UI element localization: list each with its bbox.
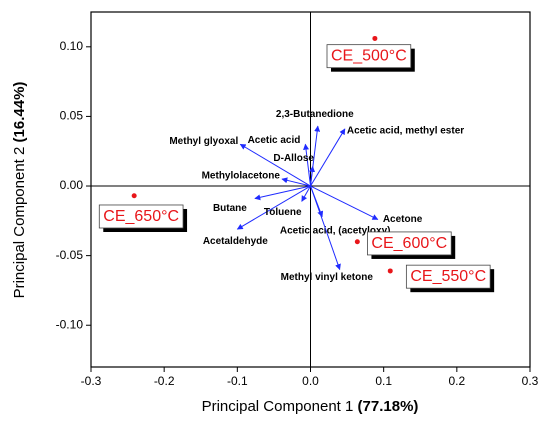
loading-label: Methyl glyoxal <box>169 136 238 147</box>
loading-label: 2,3-Butanedione <box>276 109 354 120</box>
label-box <box>326 44 412 69</box>
y-tick-label: -0.10 <box>56 317 84 331</box>
score-label: CE_600°C <box>371 235 447 252</box>
x-tick-label: 0.1 <box>375 374 392 388</box>
score-point <box>131 193 137 199</box>
x-tick-label: 0.2 <box>448 374 465 388</box>
score-label: CE_650°C <box>103 208 179 225</box>
loading-arrow <box>310 185 341 271</box>
loading-arrow <box>310 128 346 187</box>
loading-label: Butane <box>213 203 247 214</box>
loading-label: Acetone <box>383 214 423 225</box>
loading-label: Acetic acid, (acetyloxy) <box>280 225 391 236</box>
x-tick-label: 0.0 <box>302 374 319 388</box>
loading-label: Toluene <box>264 207 302 218</box>
score-point <box>354 239 360 245</box>
score-label: CE_550°C <box>410 268 486 285</box>
x-tick-label: -0.3 <box>81 374 102 388</box>
loading-label: D-Allose <box>273 153 314 164</box>
y-tick-label: 0.10 <box>60 39 84 53</box>
loading-label: Methyl vinyl ketone <box>281 272 374 283</box>
label-box <box>367 231 452 256</box>
loading-arrow <box>301 185 311 202</box>
loading-arrow <box>309 165 316 187</box>
score-label: CE_500°C <box>331 48 407 65</box>
y-tick-label: 0.00 <box>60 178 84 192</box>
score-point <box>372 35 378 41</box>
y-tick-label: 0.05 <box>60 109 84 123</box>
loading-arrow <box>236 185 311 230</box>
loading-arrow <box>310 185 379 220</box>
loading-arrow <box>303 143 311 187</box>
y-tick-label: -0.05 <box>56 248 84 262</box>
x-tick-label: 0.3 <box>522 374 539 388</box>
x-axis-title: Principal Component 1 (77.18%) <box>202 398 419 415</box>
score-point <box>387 268 393 274</box>
x-tick-label: -0.1 <box>227 374 248 388</box>
loading-arrow <box>281 177 311 187</box>
label-box <box>405 264 491 289</box>
loading-label: Acetaldehyde <box>203 236 268 247</box>
loading-arrow <box>254 185 311 201</box>
loading-arrow <box>239 143 311 187</box>
y-axis-title: Principal Component 2 (16.44%) <box>11 82 28 299</box>
label-box <box>98 204 184 229</box>
loading-label: Methylolacetone <box>202 171 281 182</box>
x-tick-label: -0.2 <box>154 374 175 388</box>
loading-label: Acetic acid, methyl ester <box>347 126 464 137</box>
loading-label: Acetic acid <box>248 135 301 146</box>
